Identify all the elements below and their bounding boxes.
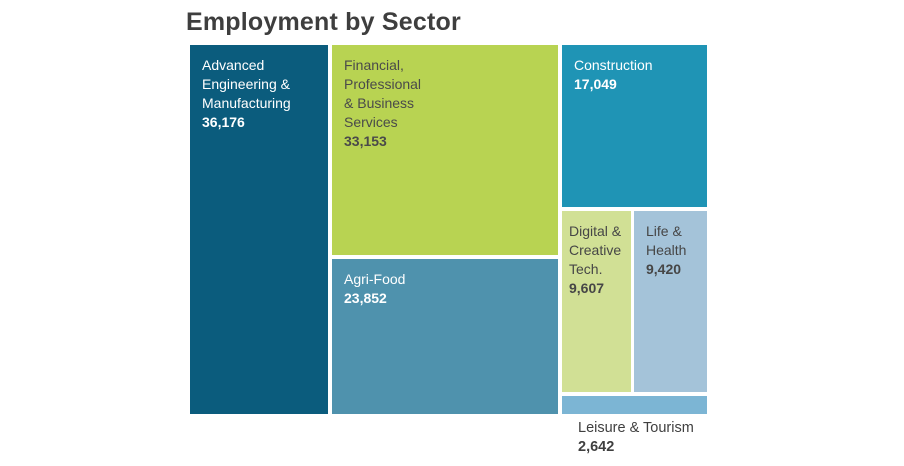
tile-value: 9,607: [569, 280, 605, 296]
tile-label: Digital & Creative Tech.: [569, 223, 622, 277]
tile-value: 33,153: [344, 133, 387, 149]
chart-title: Employment by Sector: [186, 8, 461, 36]
tile-value: 9,420: [646, 261, 682, 277]
tile-value: 23,852: [344, 290, 387, 306]
tile-label: Financial, Professional & Business Servi…: [344, 57, 422, 130]
tile-label: Agri-Food: [344, 271, 406, 287]
tile-label: Life & Health: [646, 223, 687, 258]
tile-value: 2,642: [578, 439, 615, 455]
leisure-tourism-label: Leisure & Tourism 2,642: [578, 419, 694, 457]
tile-value: 36,176: [202, 114, 245, 130]
treemap-tile-leisure-tourism[interactable]: [562, 396, 707, 414]
tile-label: Construction: [574, 57, 653, 73]
treemap-tile-construction[interactable]: Construction 17,049: [562, 45, 707, 207]
tile-value: 17,049: [574, 76, 617, 92]
treemap-tile-digital-creative-tech[interactable]: Digital & Creative Tech. 9,607: [562, 211, 631, 392]
treemap-tile-financial-professional-business-services[interactable]: Financial, Professional & Business Servi…: [332, 45, 558, 255]
treemap-tile-agri-food[interactable]: Agri-Food 23,852: [332, 259, 558, 414]
tile-label: Advanced Engineering & Manufacturing: [202, 57, 291, 111]
treemap-tile-life-health[interactable]: Life & Health 9,420: [634, 211, 707, 392]
treemap-tile-advanced-engineering-manufacturing[interactable]: Advanced Engineering & Manufacturing 36,…: [190, 45, 328, 414]
tile-label: Leisure & Tourism: [578, 420, 694, 436]
